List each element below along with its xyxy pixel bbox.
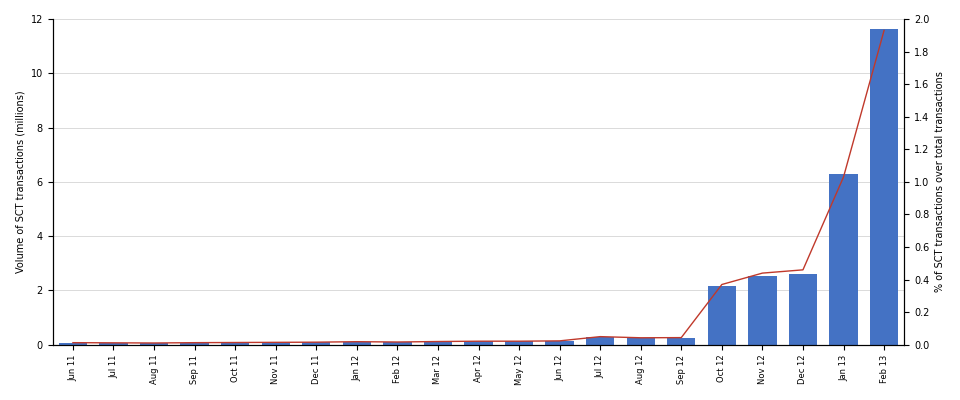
Bar	[343, 342, 371, 345]
Bar	[667, 338, 695, 345]
Bar	[140, 343, 168, 345]
Bar	[221, 343, 250, 345]
Bar	[870, 28, 899, 345]
Bar	[261, 342, 290, 345]
Bar	[99, 343, 128, 345]
Bar	[423, 342, 452, 345]
Bar	[586, 337, 614, 345]
Y-axis label: % of SCT transactions over total transactions: % of SCT transactions over total transac…	[935, 72, 945, 292]
Bar	[708, 286, 736, 345]
Bar	[180, 343, 208, 345]
Bar	[748, 276, 777, 345]
Bar	[829, 174, 857, 345]
Bar	[465, 341, 492, 345]
Bar	[59, 343, 87, 345]
Bar	[789, 274, 817, 345]
Y-axis label: Volume of SCT transactions (millions): Volume of SCT transactions (millions)	[15, 90, 25, 273]
Bar	[302, 342, 330, 345]
Bar	[545, 341, 574, 345]
Bar	[505, 341, 533, 345]
Bar	[627, 338, 655, 345]
Bar	[383, 342, 412, 345]
